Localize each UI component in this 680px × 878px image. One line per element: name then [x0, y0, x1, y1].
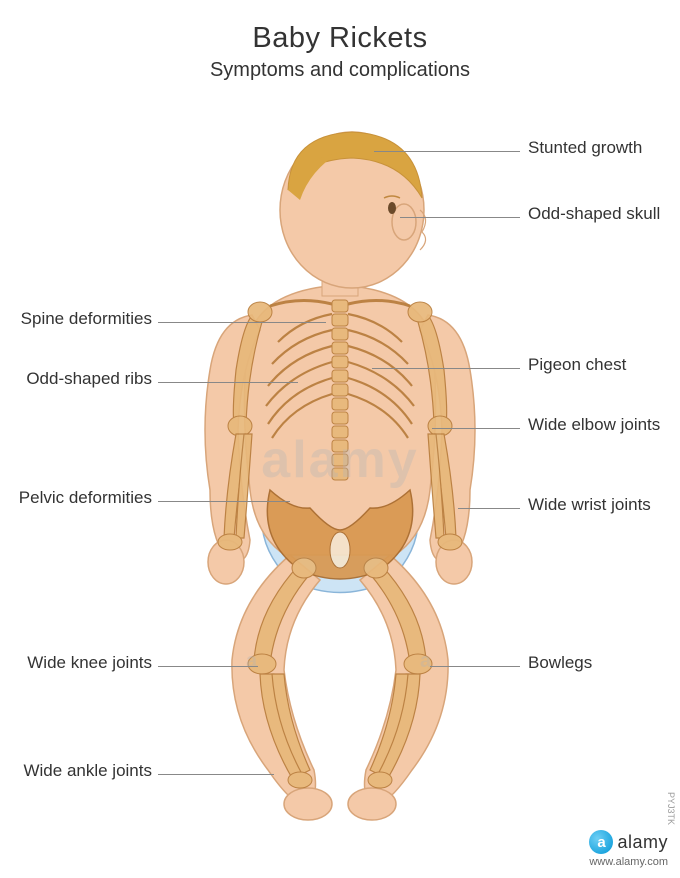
title-block: Baby Rickets Symptoms and complications	[0, 0, 680, 82]
figure-area: alamy a a Spine deformities Odd-shaped r…	[0, 90, 680, 830]
label-stunted-growth: Stunted growth	[528, 138, 642, 158]
label-bowlegs: Bowlegs	[528, 653, 592, 673]
footer-logo-text: alamy	[617, 832, 668, 853]
footer-logo-icon: a	[589, 830, 613, 854]
baby-illustration	[0, 90, 680, 830]
footer-url: www.alamy.com	[589, 856, 668, 868]
leader-ribs	[158, 382, 298, 383]
label-wide-knee: Wide knee joints	[27, 653, 152, 673]
leader-wrist	[458, 508, 520, 509]
label-odd-ribs: Odd-shaped ribs	[26, 369, 152, 389]
label-odd-skull: Odd-shaped skull	[528, 204, 660, 224]
leader-ankle	[158, 774, 274, 775]
leader-stunted	[374, 151, 520, 152]
label-wide-wrist: Wide wrist joints	[528, 495, 651, 515]
leader-bowlegs	[430, 666, 520, 667]
leader-pelvic	[158, 501, 290, 502]
leader-knee	[158, 666, 258, 667]
main-title: Baby Rickets	[0, 22, 680, 55]
leader-pigeon	[372, 368, 520, 369]
footer-block: a alamy www.alamy.com	[589, 830, 668, 868]
image-id: PYJ3TK	[666, 792, 676, 825]
label-wide-ankle: Wide ankle joints	[23, 761, 152, 781]
label-pigeon-chest: Pigeon chest	[528, 355, 626, 375]
label-wide-elbow: Wide elbow joints	[528, 415, 660, 435]
leader-spine	[158, 322, 326, 323]
footer-logo: a alamy	[589, 830, 668, 854]
subtitle: Symptoms and complications	[0, 59, 680, 82]
leader-skull	[400, 217, 520, 218]
leader-elbow	[432, 428, 520, 429]
label-pelvic-deformities: Pelvic deformities	[19, 488, 152, 508]
label-spine-deformities: Spine deformities	[21, 309, 152, 329]
